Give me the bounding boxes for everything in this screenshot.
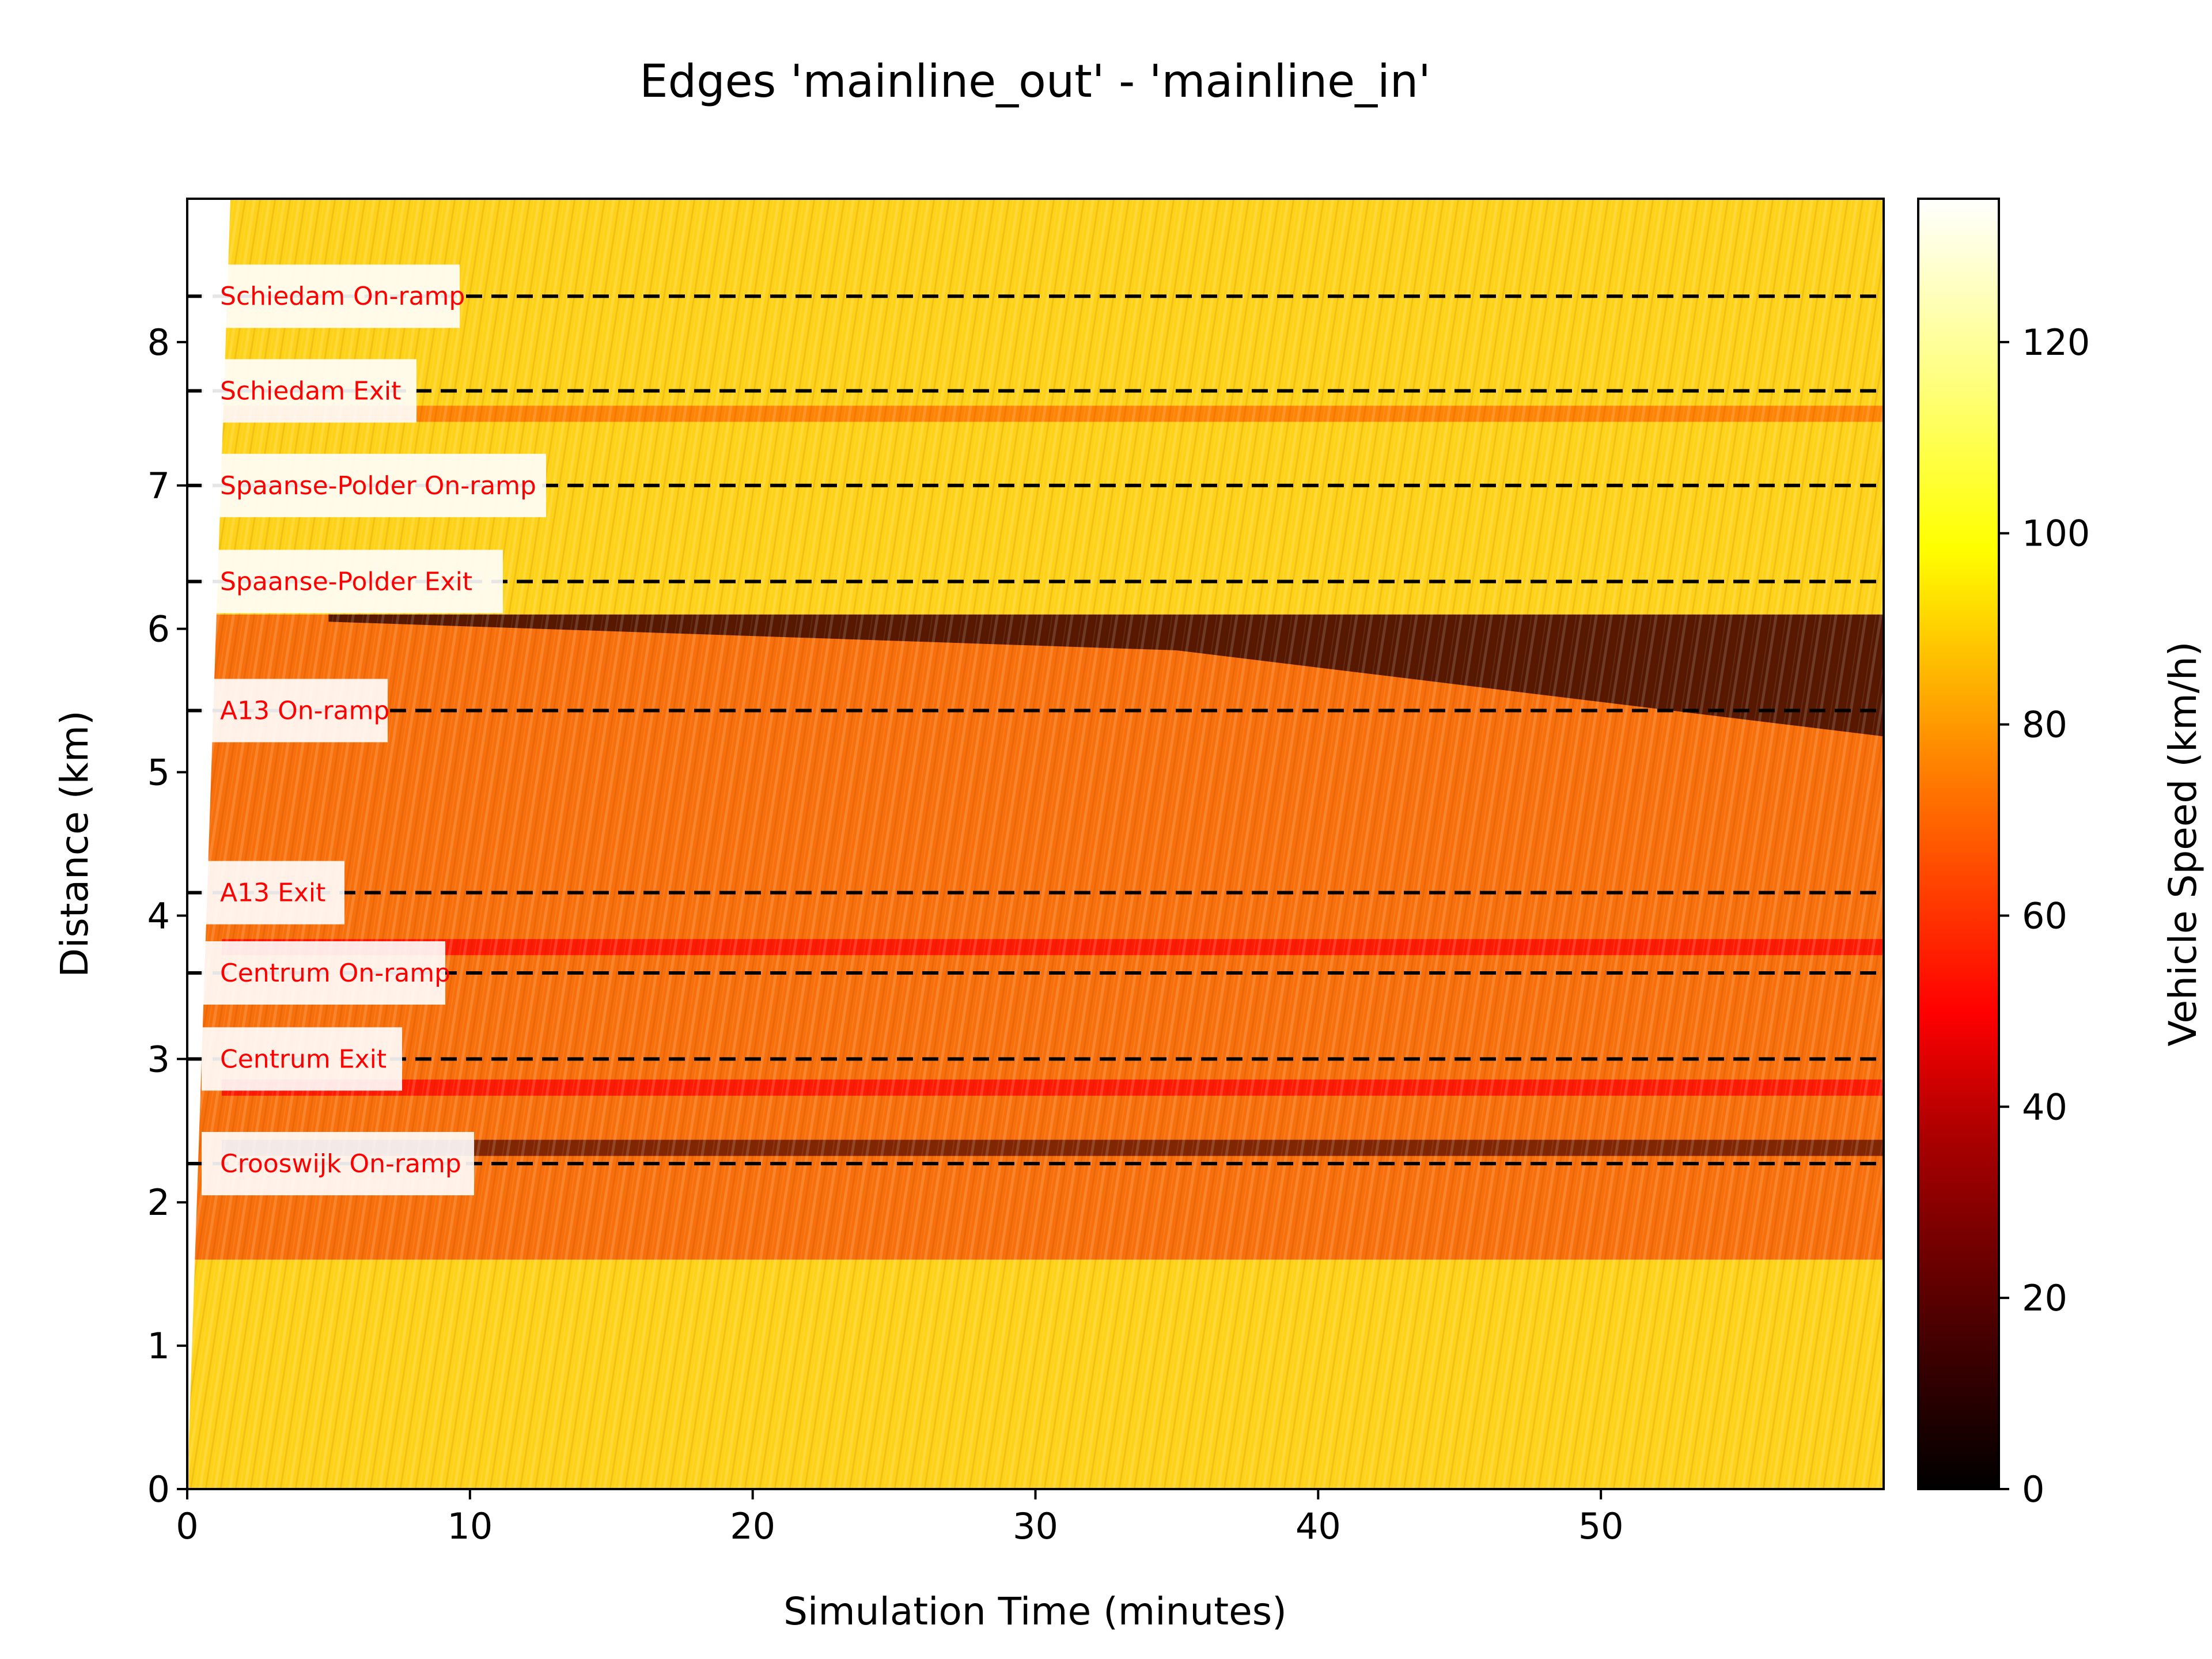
y-tick-label: 0 [147, 1468, 170, 1510]
y-tick-label: 2 [147, 1181, 170, 1224]
ramp-labels: Crooswijk On-ramp Centrum Exit Centrum On-… [202, 264, 546, 1196]
x-axis-label: Simulation Time (minutes) [783, 1589, 1287, 1634]
warmup-empty-region [187, 199, 230, 1489]
y-axis-ticks: 0 1 2 3 4 5 6 7 8 [147, 321, 187, 1510]
ramp-label-box [202, 1132, 474, 1196]
ramp-label-text: Spaanse-Polder Exit [220, 567, 472, 597]
ramp-label-box [202, 941, 445, 1005]
ramp-label: Centrum On-ramp [202, 941, 450, 1005]
y-tick-label: 5 [147, 752, 170, 794]
ramp-label-text: Centrum Exit [220, 1044, 387, 1074]
ramp-label-box [202, 359, 416, 423]
x-tick-label: 0 [176, 1505, 198, 1547]
colorbar-tick-label: 0 [2022, 1468, 2044, 1510]
y-tick-label: 4 [147, 895, 170, 937]
ramp-label: Centrum Exit [202, 1027, 402, 1091]
ramp-label-box [202, 264, 460, 328]
ramp-label-text: Spaanse-Polder On-ramp [220, 471, 536, 501]
x-tick-label: 50 [1578, 1505, 1624, 1547]
colorbar-tick-label: 120 [2022, 321, 2090, 363]
y-tick-label: 8 [147, 321, 170, 363]
y-tick-label: 1 [147, 1325, 170, 1367]
ramp-label-box [202, 1027, 402, 1091]
x-tick-label: 10 [447, 1505, 493, 1547]
ramp-label-text: A13 Exit [220, 878, 325, 908]
colorbar [1917, 198, 2000, 1490]
ramp-label-box [202, 679, 388, 743]
ramp-label-text: A13 On-ramp [220, 696, 389, 726]
y-tick-label: 3 [147, 1038, 170, 1080]
y-tick-label: 7 [147, 465, 170, 507]
ramp-label: Spaanse-Polder Exit [202, 550, 503, 613]
x-axis-ticks: 0 10 20 30 40 50 [176, 1489, 1624, 1547]
ramp-label: Schiedam On-ramp [202, 264, 465, 328]
vehicle-trajectory-streaks [187, 199, 1884, 1489]
ramp-label: A13 Exit [202, 861, 344, 925]
x-tick-label: 20 [730, 1505, 775, 1547]
colorbar-label: Vehicle Speed (km/h) [2161, 642, 2205, 1047]
ramp-label-box [202, 861, 344, 925]
chart-title: Edges 'mainline_out' - 'mainline_in' [639, 56, 1430, 108]
ramp-label-box [202, 550, 503, 613]
colorbar-tick-label: 40 [2022, 1086, 2067, 1128]
colorbar-tick-label: 100 [2022, 513, 2090, 555]
colorbar-tick-label: 20 [2022, 1277, 2067, 1319]
ramp-label: Crooswijk On-ramp [202, 1132, 474, 1196]
ramp-label-text: Crooswijk On-ramp [220, 1149, 461, 1179]
colorbar-ticks: 0 20 40 60 80 100 120 [1999, 321, 2090, 1510]
ramp-label: Spaanse-Polder On-ramp [202, 453, 546, 517]
y-tick-label: 6 [147, 608, 170, 650]
x-tick-label: 30 [1013, 1505, 1058, 1547]
colorbar-tick-label: 80 [2022, 704, 2067, 746]
y-axis-label: Distance (km) [52, 710, 97, 978]
x-tick-label: 40 [1296, 1505, 1341, 1547]
colorbar-tick-label: 60 [2022, 895, 2067, 937]
ramp-label-text: Schiedam Exit [220, 377, 401, 406]
ramp-label: A13 On-ramp [202, 679, 389, 743]
ramp-label-text: Centrum On-ramp [220, 959, 450, 988]
ramp-label-text: Schiedam On-ramp [220, 282, 465, 311]
ramp-label: Schiedam Exit [202, 359, 416, 423]
heatmap-plot-area [187, 199, 1884, 1489]
ramp-label-box [202, 453, 546, 517]
